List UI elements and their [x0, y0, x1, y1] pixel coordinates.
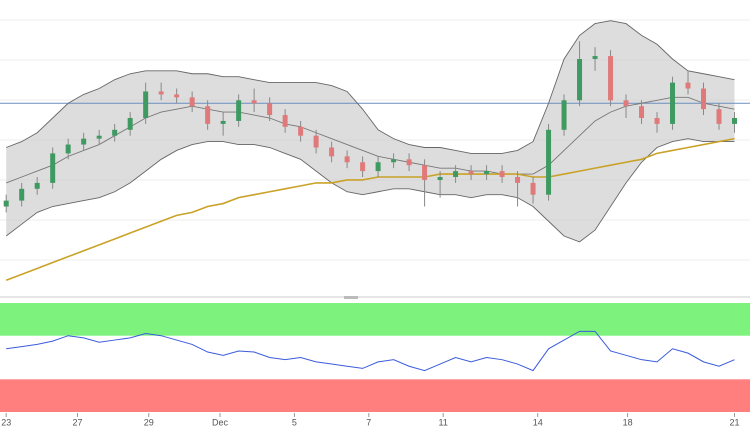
candle-body: [158, 91, 164, 95]
x-tick-label: 27: [72, 417, 82, 427]
candle-body: [530, 182, 536, 195]
candle-body: [205, 106, 211, 124]
x-tick-label: 7: [366, 417, 371, 427]
candle-body: [251, 100, 257, 104]
candle-body: [19, 188, 25, 201]
candle-body: [406, 159, 412, 166]
candle-body: [716, 109, 722, 124]
candle-body: [189, 97, 195, 107]
candle-body: [437, 177, 443, 180]
x-tick-label: 5: [292, 417, 297, 427]
candle-body: [484, 171, 490, 175]
indicator-line: [6, 96, 735, 184]
candle-body: [360, 162, 366, 172]
candle-body: [639, 106, 645, 118]
x-tick-label: 11: [439, 417, 448, 427]
candle-body: [112, 129, 118, 136]
candle-body: [623, 100, 629, 107]
candle-body: [608, 56, 614, 101]
candle-body: [34, 182, 40, 189]
rsi-line: [6, 330, 735, 372]
candle-body: [50, 153, 56, 183]
candle-body: [685, 82, 691, 89]
candle-body: [701, 88, 707, 110]
rsi-zone: [0, 303, 750, 336]
candle-body: [298, 126, 304, 136]
candle-body: [3, 200, 9, 207]
x-tick-label: Dec: [212, 417, 229, 427]
candle-body: [220, 120, 226, 124]
bollinger-fill: [6, 20, 735, 242]
candle-body: [313, 135, 319, 148]
x-tick-label: 29: [144, 417, 154, 427]
candle-body: [515, 177, 521, 183]
panel-handle: [344, 296, 358, 299]
rsi-zone: [0, 379, 750, 412]
indicator-line: [6, 20, 735, 154]
candle-body: [391, 159, 397, 163]
candle-body: [174, 94, 180, 98]
candle-body: [453, 171, 459, 177]
indicator-line: [5, 138, 735, 243]
candle-body: [65, 144, 71, 154]
x-tick-label: 14: [533, 417, 543, 427]
candle-body: [375, 162, 381, 172]
x-tick-label: 18: [623, 417, 633, 427]
candle-body: [654, 118, 660, 124]
candle-body: [499, 171, 505, 177]
candle-body: [81, 138, 87, 145]
x-tick-label: 23: [1, 417, 11, 427]
candle-body: [468, 171, 474, 175]
candle-body: [732, 118, 738, 124]
candle-body: [329, 147, 335, 157]
candle-body: [561, 100, 567, 130]
indicator-line: [5, 137, 735, 281]
candle-body: [127, 118, 133, 130]
candle-body: [143, 91, 149, 118]
candle-body: [96, 135, 102, 139]
candle-body: [546, 129, 552, 195]
candle-body: [592, 56, 598, 59]
candle-body: [344, 156, 350, 163]
candle-body: [282, 115, 288, 127]
x-tick-label: 21: [729, 417, 739, 427]
candle-body: [267, 103, 273, 116]
candle-body: [670, 82, 676, 124]
candle-body: [422, 165, 428, 180]
candle-body: [236, 100, 242, 121]
candle-body: [577, 59, 583, 101]
